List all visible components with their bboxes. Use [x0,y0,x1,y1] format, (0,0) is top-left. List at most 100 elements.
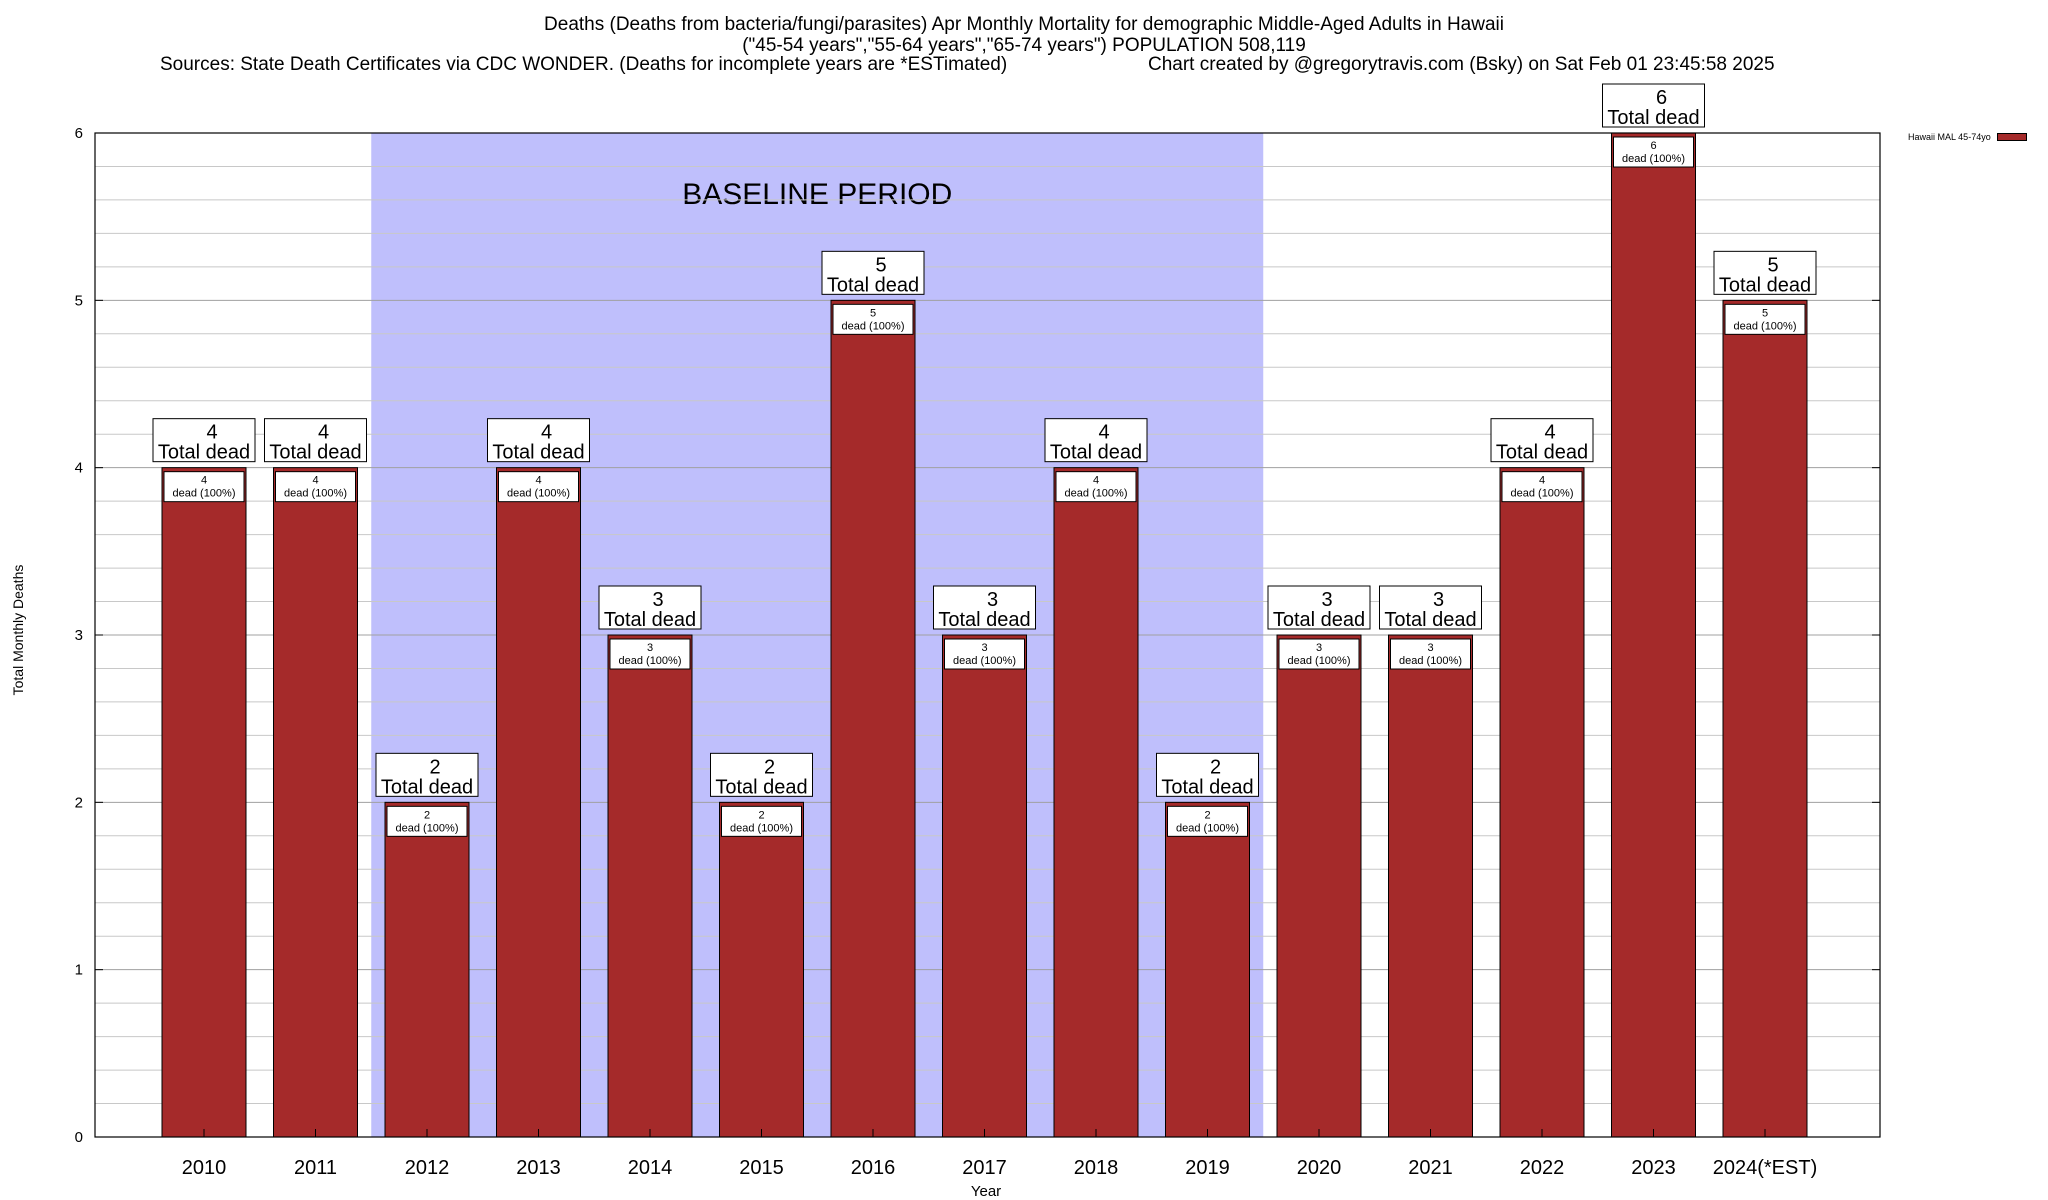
bar-inner-label-box [163,471,245,503]
bar-total-value: 2 [429,756,440,778]
x-tick-label: 2011 [294,1157,337,1179]
x-tick-label: 2014 [628,1157,673,1179]
bar-inner-label: dead (100%) [173,488,236,500]
bar-total-label-box [710,752,813,797]
bar-total-label: Total dead [381,776,473,798]
x-tick-label: 2019 [1185,1157,1230,1179]
bar-total-label-box [1379,585,1482,630]
bar-total-label-box [1156,752,1259,797]
y-axis-label: Total Monthly Deaths [10,564,26,696]
bar [1165,801,1250,1138]
bar [607,634,693,1138]
bar-total-label: Total dead [1161,776,1253,798]
bar [830,299,916,1138]
bar-inner-label: dead (100%) [842,320,905,332]
bar-inner-label: dead (100%) [507,488,570,500]
bar-inner-value: 3 [981,642,987,654]
bar-inner-value: 2 [424,809,430,821]
bar-total-label: Total dead [827,274,919,296]
bar-total-label-box [1044,418,1148,463]
bar-inner-label-box [1390,638,1471,670]
y-tick-label: 0 [75,1129,83,1146]
bar [1053,467,1139,1138]
bar [1388,634,1473,1138]
bar-inner-label-box [1278,638,1360,670]
bar-inner-value: 4 [1093,475,1099,487]
chart-title: Deaths (Deaths from bacteria/fungi/paras… [544,14,1504,35]
bar-inner-label: dead (100%) [396,822,459,834]
x-tick-label: 2012 [405,1157,450,1179]
bar-inner-label-box [1501,471,1583,503]
y-tick-label: 5 [75,292,83,309]
bar-inner-label-box [275,471,356,503]
bar [496,467,581,1138]
bar-total-value: 4 [318,422,329,444]
bar-total-value: 4 [1544,422,1555,444]
bar-total-label: Total dead [158,442,250,464]
bar-inner-label-box [386,805,468,837]
bar-total-label-box [1713,250,1817,295]
bar-inner-value: 4 [312,475,318,487]
bar-total-label-box [1602,83,1705,128]
bar-inner-label: dead (100%) [1399,655,1462,667]
bar-inner-label: dead (100%) [1288,655,1351,667]
bar-total-label-box [933,585,1036,630]
bar-total-value: 4 [1098,422,1109,444]
legend-swatch [1996,133,2027,141]
x-tick-label: 2018 [1074,1157,1119,1179]
bar-total-label-box [152,418,256,463]
x-tick-label: 2023 [1631,1157,1676,1179]
bar-inner-label: dead (100%) [1511,488,1574,500]
bar-inner-label: dead (100%) [284,488,347,500]
bar-total-label: Total dead [1719,274,1811,296]
bar [1722,299,1808,1138]
bar-inner-value: 4 [535,475,541,487]
bar-inner-label-box [609,638,691,670]
bar-total-label: Total dead [715,776,807,798]
bar-inner-label-box [1167,805,1248,837]
y-tick-label: 4 [75,460,83,477]
x-axis-label: Year [970,1183,1002,1200]
bar-total-label: Total dead [1496,442,1588,464]
bar [1611,132,1696,1138]
bar-total-value: 2 [1210,756,1221,778]
bar-inner-label: dead (100%) [730,822,793,834]
chart-title-block: Deaths (Deaths from bacteria/fungi/paras… [0,14,2048,56]
x-tick-label: 2015 [739,1157,784,1179]
bar-inner-value: 2 [758,809,764,821]
bar-inner-label: dead (100%) [1065,488,1128,500]
bar-total-value: 4 [206,422,217,444]
bar-total-label-box [375,752,479,797]
bar-total-value: 3 [652,589,663,611]
bar-total-label: Total dead [1384,609,1476,631]
bar-total-value: 2 [764,756,775,778]
bar-total-label-box [1490,418,1594,463]
bar-total-value: 3 [1321,589,1332,611]
bar [1499,467,1585,1138]
y-tick-label: 3 [75,627,83,644]
bar-inner-value: 3 [1316,642,1322,654]
bar-total-label-box [264,418,367,463]
bar-total-value: 3 [1433,589,1444,611]
bar-total-value: 5 [1767,254,1778,276]
legend: Hawaii MAL 45-74yo [1908,132,2027,142]
bar-inner-label-box [832,303,914,335]
x-tick-label: 2016 [851,1157,896,1179]
bar-inner-label-box [498,471,579,503]
x-tick-label: 2021 [1408,1157,1453,1179]
bar-total-label: Total dead [938,609,1030,631]
x-tick-label: 2010 [182,1157,227,1179]
bar-total-label: Total dead [1050,442,1142,464]
bar-inner-value: 3 [1427,642,1433,654]
bar [161,467,247,1138]
bar-inner-value: 4 [1539,475,1545,487]
bar-total-label: Total dead [1607,107,1699,129]
bar-inner-value: 3 [647,642,653,654]
bar [942,634,1027,1138]
bar-inner-label-box [1724,303,1806,335]
bar [719,801,804,1138]
bar-total-value: 4 [541,422,552,444]
bar-total-label: Total dead [492,442,584,464]
bar-inner-label-box [944,638,1025,670]
